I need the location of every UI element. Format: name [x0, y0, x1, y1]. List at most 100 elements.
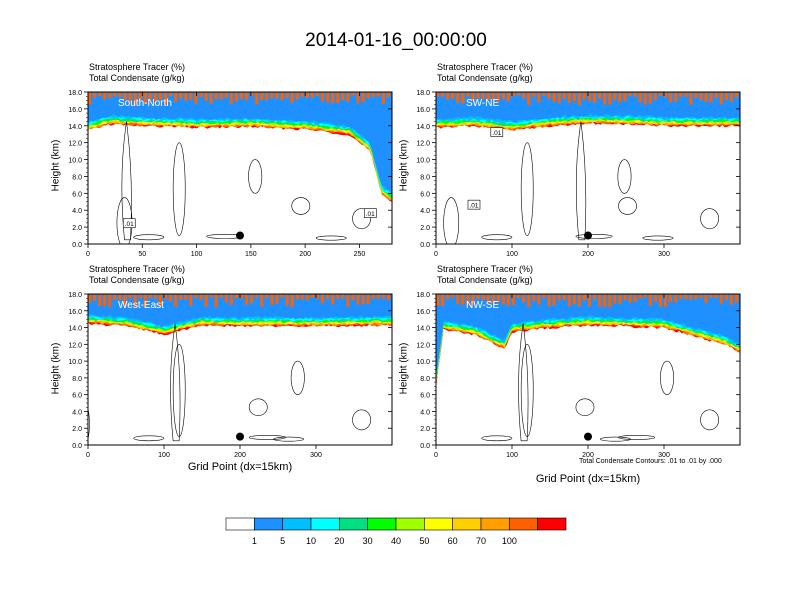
tracer-spike: [305, 294, 309, 301]
tracer-spike: [346, 294, 350, 307]
tracer-spike: [506, 294, 510, 306]
contour-footnote: Total Condensate Contours: .01 to .01 by…: [579, 458, 722, 465]
y-tick-label: 10.0: [416, 359, 430, 366]
tracer-spike: [234, 294, 238, 299]
region-label: NW-SE: [466, 300, 499, 311]
tracer-spike: [229, 294, 233, 306]
colorbar-tick-label: 20: [334, 536, 344, 546]
y-tick-label: 4.0: [72, 409, 82, 416]
tracer-spike: [224, 294, 228, 303]
location-dot: [236, 432, 244, 441]
tracer-spike: [456, 92, 460, 104]
tracer-spike: [486, 294, 490, 304]
tracer-spike: [582, 294, 586, 301]
region-label: West-East: [118, 300, 164, 311]
tracer-spike: [381, 92, 385, 105]
tracer-spike: [481, 92, 485, 100]
colorbar-swatch: [282, 517, 312, 531]
tracer-spike: [532, 294, 536, 302]
condensate-contour: [700, 409, 719, 431]
tracer-spike: [542, 294, 546, 299]
tracer-spike: [689, 294, 693, 300]
tracer-spike: [628, 294, 632, 303]
tracer-band: [436, 92, 740, 123]
condensate-contour: [618, 197, 637, 215]
tracer-spike: [148, 92, 152, 100]
tracer-spike: [265, 92, 269, 101]
panel-west-east: West-East 0.0 2.0 4.0 6.0 8.0 10.0 12.0 14.0 16.0…: [68, 292, 393, 459]
colorbar-swatch: [310, 517, 340, 531]
condensate-contour: [352, 409, 371, 431]
tracer-spike: [148, 294, 152, 299]
condensate-contour: [520, 142, 534, 236]
colorbar: 1 5 10 20 30 40 50 60 70 100: [225, 517, 567, 546]
tracer-spike: [694, 92, 698, 98]
condensate-contour: [443, 197, 460, 244]
colorbar-swatch: [254, 517, 283, 531]
condensate-contour: [599, 436, 631, 442]
x-tick-label: 100: [191, 251, 203, 258]
colorbar-tick-label: 10: [306, 536, 316, 546]
tracer-spike: [209, 92, 213, 104]
tracer-spike: [143, 92, 147, 104]
tracer-spike: [123, 294, 127, 307]
tracer-spike: [557, 92, 561, 104]
tracer-spike: [501, 294, 505, 305]
contour-label-box: [467, 199, 481, 210]
y-tick-label: 8.0: [420, 376, 430, 383]
tracer-spike: [184, 92, 188, 101]
y-tick-label: 12.0: [416, 141, 430, 148]
tracer-spike: [446, 92, 450, 100]
tracer-spike: [285, 294, 289, 306]
y-tick-label: 0.0: [72, 443, 82, 450]
figure-title: 2014-01-16_00:00:00: [305, 30, 487, 51]
y-tick-label: 16.0: [416, 309, 430, 316]
tracer-spike: [270, 294, 274, 305]
location-dot: [584, 231, 592, 240]
tracer-spike: [729, 294, 733, 305]
tracer-spike: [517, 294, 521, 299]
tracer-spike: [103, 92, 107, 100]
tracer-spike: [290, 92, 294, 104]
x-axis-label: Grid Point (dx=15km): [535, 473, 641, 485]
colorbar-swatch: [395, 517, 425, 531]
x-tick-label: 150: [245, 251, 257, 258]
tracer-spike: [199, 294, 203, 300]
tracer-spike: [598, 92, 602, 99]
tracer-spike: [316, 92, 320, 97]
y-tick-label: 0.0: [420, 443, 430, 450]
y-tick-label: 8.0: [72, 376, 82, 383]
tracer-spike: [643, 92, 647, 105]
y-tick-label: 4.0: [420, 208, 430, 215]
tracer-spike: [189, 294, 193, 306]
condensate-contour: [170, 323, 181, 442]
tracer-spike: [552, 92, 556, 102]
tracer-spike: [512, 294, 516, 306]
tracer-spike: [143, 294, 147, 307]
colorbar-swatch: [509, 517, 538, 531]
tracer-spike: [250, 294, 254, 304]
tracer-spike: [653, 294, 657, 302]
y-tick-label: 6.0: [420, 191, 430, 198]
tracer-label: Stratosphere Tracer (%): [89, 62, 186, 72]
tracer-spike: [295, 294, 299, 300]
tracer-spike: [436, 92, 440, 97]
y-tick-label: 8.0: [420, 174, 430, 181]
x-tick-label: 0: [86, 452, 90, 459]
tracer-spike: [734, 294, 738, 303]
tracer-spike: [275, 294, 279, 304]
tracer-spike: [577, 92, 581, 106]
tracer-spike: [336, 92, 340, 104]
tracer-spike: [321, 294, 325, 304]
tracer-spike: [451, 92, 455, 99]
tracer-spike: [613, 92, 617, 101]
y-tick-label: 6.0: [72, 191, 82, 198]
tracer-spike: [300, 294, 304, 300]
tracer-spike: [204, 294, 208, 307]
y-tick-label: 14.0: [416, 326, 430, 333]
tracer-spike: [295, 92, 299, 100]
tracer-spike: [496, 294, 500, 303]
condensate-contour: [291, 197, 311, 215]
tracer-spike: [669, 294, 673, 302]
